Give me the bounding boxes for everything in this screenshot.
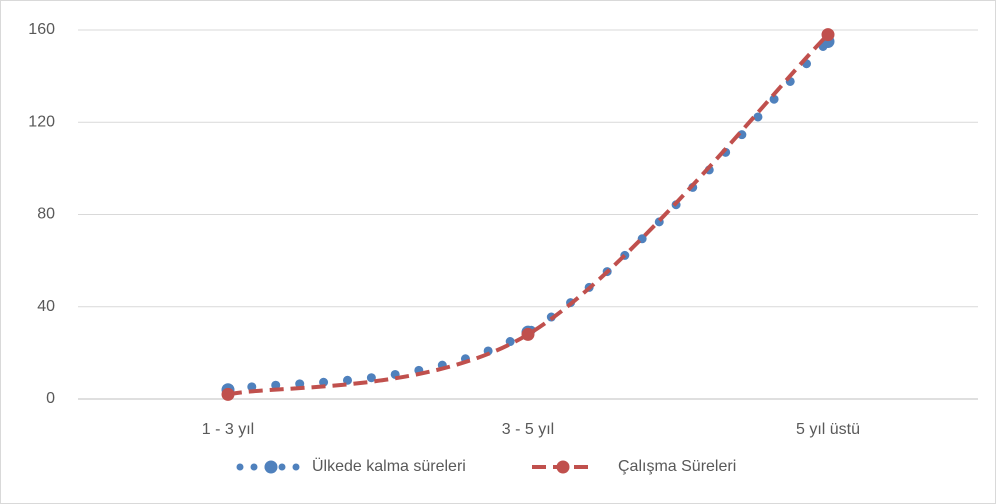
point-marker	[221, 387, 235, 401]
legend-label: Ülkede kalma süreleri	[312, 457, 466, 475]
legend-label: Çalışma Süreleri	[618, 458, 736, 475]
point-marker	[521, 327, 535, 341]
y-tick-label: 40	[37, 298, 55, 315]
y-tick-label: 120	[28, 113, 55, 130]
legend-marker	[264, 460, 278, 474]
x-tick-label: 5 yıl üstü	[796, 421, 860, 438]
y-tick-label: 80	[37, 206, 55, 223]
y-tick-label: 0	[46, 390, 55, 407]
series-line	[227, 33, 830, 397]
y-tick-label: 160	[28, 21, 55, 38]
x-tick-label: 1 - 3 yıl	[202, 421, 254, 438]
point-marker	[821, 28, 835, 42]
x-tick-label: 3 - 5 yıl	[502, 421, 554, 438]
legend-marker	[556, 460, 570, 474]
